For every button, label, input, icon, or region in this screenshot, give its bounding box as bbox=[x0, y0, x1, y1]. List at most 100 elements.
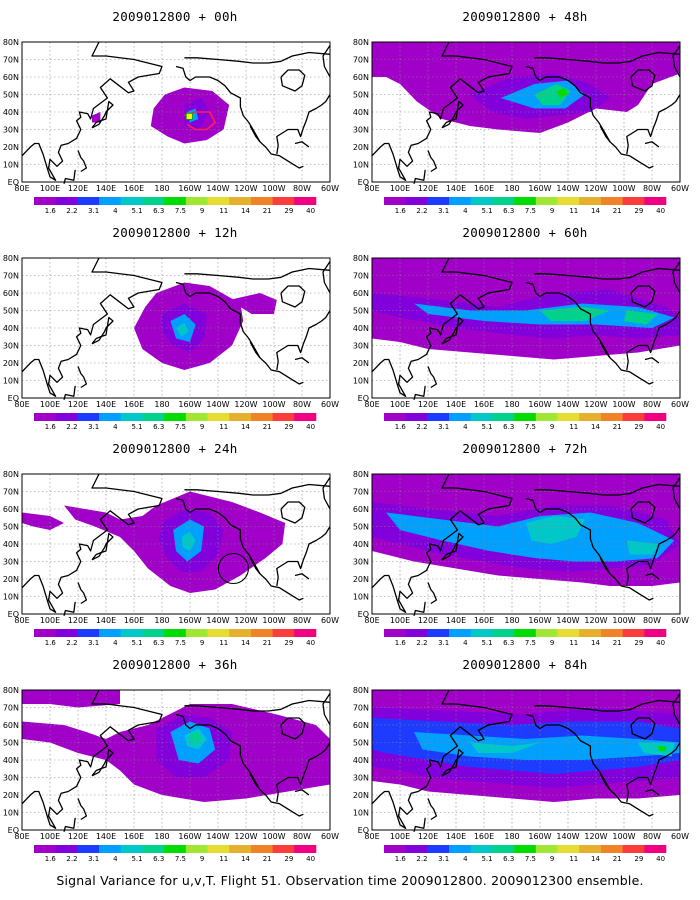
colorbar-label: 4 bbox=[113, 207, 118, 215]
colorbar-label: 5.1 bbox=[481, 855, 492, 863]
lon-tick-label: 80W bbox=[643, 832, 661, 841]
lon-tick-label: 140W bbox=[556, 616, 579, 625]
colorbar-swatch bbox=[405, 845, 428, 853]
colorbar-swatch bbox=[229, 413, 252, 421]
variance-contour bbox=[92, 112, 101, 123]
lon-tick-label: 160W bbox=[178, 400, 201, 409]
lon-tick-label: 120E bbox=[68, 832, 88, 841]
colorbar-swatch bbox=[164, 197, 187, 205]
lat-tick-label: 20N bbox=[3, 359, 19, 368]
lat-tick-label: 50N bbox=[3, 739, 19, 748]
map-plot: 80E 100E 120E 140E 160E 180 160W 140W 120W 100W 80… bbox=[3, 254, 339, 409]
lon-tick-label: 60W bbox=[321, 616, 339, 625]
colorbar-swatch bbox=[164, 629, 187, 637]
coastline bbox=[427, 582, 438, 605]
lon-tick-label: 140W bbox=[206, 184, 229, 193]
colorbar-label: 3.1 bbox=[438, 423, 449, 431]
lon-tick-label: 140E bbox=[96, 400, 116, 409]
colorbar-label: 9 bbox=[550, 855, 554, 863]
lon-tick-label: 160E bbox=[124, 832, 144, 841]
lon-tick-label: 140E bbox=[96, 184, 116, 193]
coastline bbox=[91, 316, 114, 345]
colorbar-swatch bbox=[579, 629, 602, 637]
colorbar-label: 2.2 bbox=[416, 855, 427, 863]
coastline bbox=[63, 169, 76, 184]
colorbar-label: 21 bbox=[263, 639, 272, 647]
panel-title: 2009012800 + 12h bbox=[112, 225, 238, 240]
colorbar-label: 14 bbox=[591, 855, 600, 863]
lon-tick-label: 100W bbox=[262, 400, 285, 409]
colorbar-swatch bbox=[600, 197, 623, 205]
colorbar-swatch bbox=[514, 197, 537, 205]
colorbar-label: 29 bbox=[634, 855, 643, 863]
colorbar-label: 14 bbox=[591, 639, 600, 647]
coastline bbox=[175, 497, 304, 601]
colorbar-swatch bbox=[514, 629, 537, 637]
lon-tick-label: 80W bbox=[643, 184, 661, 193]
lat-tick-label: 70N bbox=[353, 488, 369, 497]
colorbar-label: 6.3 bbox=[503, 855, 514, 863]
colorbar-label: 11 bbox=[569, 855, 578, 863]
colorbar-swatch bbox=[34, 413, 56, 421]
lat-tick-label: 30N bbox=[353, 342, 369, 351]
colorbar-swatch bbox=[514, 845, 537, 853]
colorbar-label: 3.1 bbox=[438, 639, 449, 647]
variance-contour bbox=[470, 742, 540, 753]
lon-tick-label: 120W bbox=[234, 184, 257, 193]
coastline bbox=[672, 261, 681, 294]
colorbar: 1.6 2.2 3.1 4 5.1 6.3 7.5 9 11 14 21 29 40 bbox=[384, 629, 667, 647]
coastline bbox=[276, 94, 331, 155]
colorbar-label: 3.1 bbox=[88, 855, 99, 863]
lon-tick-label: 60W bbox=[671, 616, 689, 625]
lon-tick-label: 140W bbox=[556, 832, 579, 841]
colorbar-label: 4 bbox=[463, 423, 468, 431]
coastline bbox=[91, 748, 114, 777]
colorbar-swatch bbox=[120, 197, 143, 205]
colorbar-swatch bbox=[99, 413, 122, 421]
lat-tick-label: 40N bbox=[3, 756, 19, 765]
lon-tick-label: 100E bbox=[40, 832, 60, 841]
map-panel-00h: 2009012800 + 00h 80E 100E 120E 140E 160E 180 1… bbox=[0, 0, 350, 216]
coastline bbox=[21, 689, 163, 829]
variance-contour bbox=[190, 732, 202, 745]
lon-tick-label: 120W bbox=[584, 184, 607, 193]
coastline bbox=[534, 267, 681, 280]
lat-tick-label: 80N bbox=[353, 470, 369, 479]
lat-tick-label: 60N bbox=[353, 505, 369, 514]
colorbar-swatch bbox=[294, 413, 317, 421]
colorbar-swatch bbox=[120, 629, 143, 637]
lon-tick-label: 180 bbox=[504, 616, 519, 625]
lat-tick-label: 70N bbox=[3, 272, 19, 281]
coastline bbox=[427, 366, 438, 389]
colorbar-swatch bbox=[272, 845, 295, 853]
colorbar-label: 21 bbox=[613, 639, 622, 647]
colorbar-label: 21 bbox=[613, 207, 622, 215]
map-frame bbox=[371, 689, 681, 831]
colorbar-swatch bbox=[77, 845, 100, 853]
lon-tick-label: 180 bbox=[504, 184, 519, 193]
map-frame bbox=[21, 689, 331, 831]
coastline bbox=[294, 789, 310, 796]
colorbar-label: 14 bbox=[241, 855, 250, 863]
lon-tick-label: 140E bbox=[446, 400, 466, 409]
lon-tick-label: 160E bbox=[474, 400, 494, 409]
colorbar-swatch bbox=[120, 845, 143, 853]
coastline bbox=[280, 69, 306, 92]
lat-tick-label: 50N bbox=[353, 739, 369, 748]
colorbar-label: 9 bbox=[550, 423, 554, 431]
colorbar-label: 40 bbox=[306, 207, 315, 215]
map-panel-36h: 2009012800 + 36h 80E 100E 120E 140E 160E 180 1… bbox=[0, 648, 350, 864]
map-panel-72h: 2009012800 + 72h 80E 100E 120E 140E 160E 180 1… bbox=[350, 432, 700, 648]
lon-tick-label: 100E bbox=[40, 184, 60, 193]
colorbar-swatch bbox=[250, 413, 273, 421]
colorbar-label: 1.6 bbox=[395, 855, 407, 863]
lat-tick-label: 10N bbox=[353, 377, 369, 386]
colorbar-label: 3.1 bbox=[88, 207, 99, 215]
colorbar-swatch bbox=[142, 845, 165, 853]
colorbar-swatch bbox=[55, 413, 78, 421]
lat-tick-label: 40N bbox=[3, 324, 19, 333]
lat-tick-label: EQ bbox=[358, 178, 369, 187]
coastline bbox=[427, 798, 438, 821]
coastline bbox=[644, 789, 660, 796]
colorbar-swatch bbox=[34, 629, 56, 637]
